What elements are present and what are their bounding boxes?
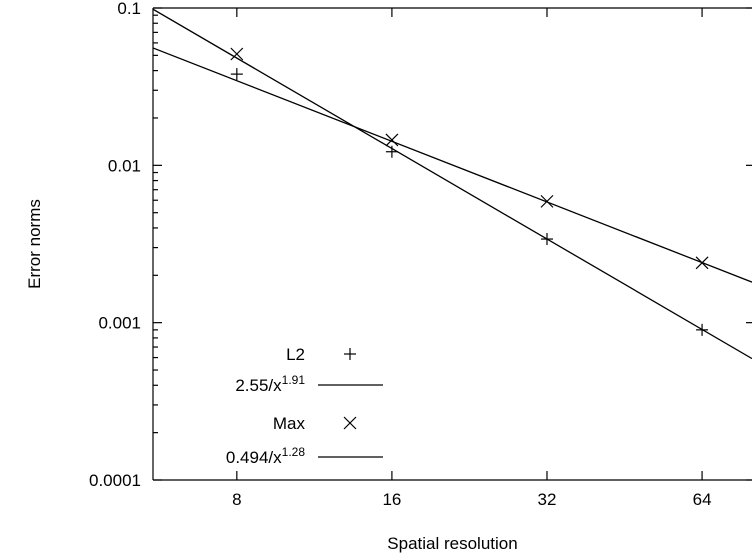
legend-label: 2.55/x1.91 — [235, 373, 305, 395]
y-tick-label: 0.01 — [108, 156, 141, 175]
plot-frame — [152, 7, 752, 481]
legend-label: 0.494/x1.28 — [226, 445, 305, 467]
legend-l2-marker — [344, 348, 356, 360]
fit-line — [153, 8, 752, 360]
y-tick-label: 0.001 — [98, 314, 141, 333]
legend-label: Max — [273, 414, 306, 433]
y-tick-label: 0.0001 — [89, 471, 141, 490]
y-tick-label: 0.1 — [117, 0, 141, 18]
l2-point — [540, 233, 553, 246]
data-markers — [230, 47, 709, 336]
l2-point — [385, 145, 398, 158]
legend-fit-exponent: 1.28 — [282, 445, 306, 459]
cross-b — [385, 133, 399, 147]
cross-b — [230, 47, 244, 61]
x-axis-title: Spatial resolution — [387, 534, 517, 553]
cross-b — [343, 416, 357, 430]
l2-point — [696, 323, 709, 336]
x-tick-label: 32 — [538, 490, 557, 509]
x-tick-label: 16 — [382, 490, 401, 509]
x-axis: 8 16 32 64 — [232, 8, 712, 509]
legend-label: L2 — [286, 345, 305, 364]
y-axis-title: Error norms — [25, 199, 44, 289]
fit-line — [153, 47, 752, 283]
legend-fit-exponent: 1.91 — [282, 373, 306, 387]
legend-fit-prefix: 2.55/x — [235, 376, 282, 395]
y-axis: 0.0001 0.001 0.01 0.1 — [89, 0, 752, 490]
x-tick-label: 64 — [693, 490, 712, 509]
max-point — [695, 256, 709, 270]
max-point — [540, 194, 554, 208]
max-point — [385, 133, 399, 147]
x-tick-label: 8 — [232, 490, 241, 509]
legend-max-marker — [343, 416, 357, 430]
legend-fit-prefix: 0.494/x — [226, 448, 282, 467]
cross-b — [695, 256, 709, 270]
fit-lines — [153, 8, 752, 360]
l2-point — [230, 68, 243, 81]
cross-b — [540, 194, 554, 208]
max-point — [230, 47, 244, 61]
